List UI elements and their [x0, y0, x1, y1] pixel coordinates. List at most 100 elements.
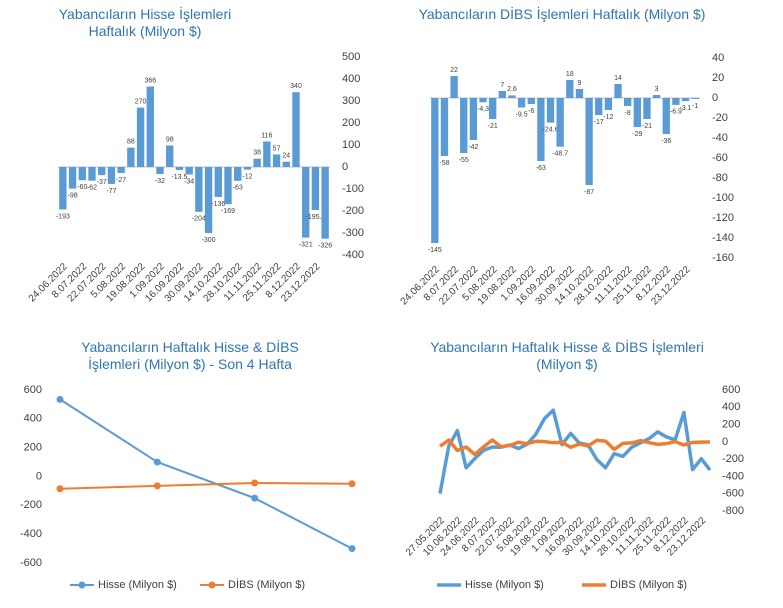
bar [681, 98, 690, 102]
line-marker [348, 545, 356, 553]
y-tick-label: 20 [712, 72, 724, 84]
line-marker [348, 480, 356, 488]
data-label: -42 [468, 144, 478, 151]
y-tick-label: 0 [712, 92, 718, 104]
y-tick-label: 0 [36, 470, 42, 482]
y-tick-label: -80 [712, 172, 728, 184]
y-tick-label: -600 [20, 557, 42, 569]
data-label: -12 [603, 114, 613, 121]
line-marker [56, 395, 64, 403]
y-tick-label: 600 [24, 384, 42, 396]
data-label: -136 [211, 201, 225, 208]
bar [575, 89, 584, 98]
line-series [439, 438, 711, 457]
bar [517, 98, 526, 108]
y-tick-label: -400 [20, 528, 42, 540]
data-label: -48.7 [552, 151, 568, 158]
bar [537, 98, 545, 161]
data-label: 9 [578, 80, 582, 87]
data-label: 3 [655, 86, 659, 93]
bar [243, 167, 252, 170]
bar [489, 98, 497, 119]
data-label: -169 [221, 208, 235, 215]
data-label: -32 [155, 178, 165, 185]
data-label: -6 [528, 108, 534, 115]
y-tick-label: -60 [712, 152, 728, 164]
y-tick-label: 400 [342, 73, 360, 85]
data-label: 88 [127, 138, 135, 145]
y-tick-label: 400 [24, 413, 42, 425]
bar [652, 95, 661, 98]
chart-panel: -160 -140 -120 -100 -80 -60 -40 -20 0 20 40 -145 24.… [392, 0, 783, 310]
y-tick-label: -200 [342, 205, 364, 217]
y-tick-label: -100 [342, 183, 364, 195]
chart: -800-600-400-200020040060027.05.202210.0… [404, 384, 744, 591]
data-label: 2.6 [507, 86, 517, 93]
bar [311, 167, 320, 210]
bar [272, 154, 281, 167]
data-label: 270 [135, 98, 147, 105]
bar [614, 84, 622, 98]
bar [556, 98, 564, 147]
y-tick-label: 200 [722, 418, 740, 430]
chart: -400-300-200-1000100200300400500-19324.0… [27, 51, 364, 304]
y-tick-label: 300 [342, 95, 360, 107]
bar [431, 98, 439, 243]
bar [214, 167, 222, 197]
y-tick-label: -140 [712, 232, 734, 244]
bar [175, 167, 184, 170]
bar [508, 95, 516, 98]
data-label: -55 [459, 157, 469, 164]
data-label: -21 [488, 123, 498, 130]
data-label: 340 [290, 83, 302, 90]
bar [146, 86, 154, 167]
y-tick-label: -400 [342, 249, 364, 261]
chart-title: Yabancıların Haftalık Hisse & DİBS İşlem… [81, 339, 299, 372]
bar [585, 98, 593, 185]
bar [253, 158, 261, 167]
data-label: 98 [166, 136, 174, 143]
data-label: -58 [439, 160, 449, 167]
bar [234, 167, 242, 181]
data-label: -62 [87, 184, 97, 191]
bar [643, 98, 651, 119]
bar [662, 98, 670, 134]
data-label: 116 [261, 132, 272, 139]
y-tick-label: -400 [722, 470, 744, 482]
data-label: -24.6 [543, 126, 559, 133]
bar [440, 98, 449, 156]
legend-marker [208, 581, 216, 589]
data-label: 57 [273, 145, 281, 152]
bar [604, 98, 613, 110]
bar [624, 98, 632, 106]
y-tick-label: 100 [342, 139, 360, 151]
bar [59, 167, 67, 210]
bar [566, 80, 574, 98]
data-label: 22 [450, 67, 458, 74]
bar [166, 145, 174, 167]
y-tick-label: -200 [20, 499, 42, 511]
data-label: -8 [625, 110, 631, 117]
legend-marker [78, 581, 86, 589]
bar [498, 91, 506, 98]
line-series [438, 408, 712, 495]
legend-label: Hisse (Milyon $) [465, 579, 544, 591]
bar [107, 167, 116, 184]
bar [117, 167, 125, 173]
bar [195, 167, 203, 212]
data-label: -98 [68, 192, 78, 199]
data-label: -6.9 [670, 109, 682, 116]
bar [460, 98, 468, 153]
data-label: -77 [106, 188, 116, 195]
data-label: 366 [144, 77, 156, 84]
bar [78, 167, 86, 181]
bar [282, 161, 290, 167]
data-label: -87 [584, 189, 594, 196]
data-label: -193 [56, 213, 70, 220]
data-label: -3.1 [680, 105, 692, 112]
data-label: -27 [116, 177, 126, 184]
y-tick-label: -20 [712, 112, 728, 124]
y-tick-label: 200 [24, 442, 42, 454]
y-tick-label: 0 [722, 436, 728, 448]
y-tick-label: -160 [712, 252, 734, 264]
